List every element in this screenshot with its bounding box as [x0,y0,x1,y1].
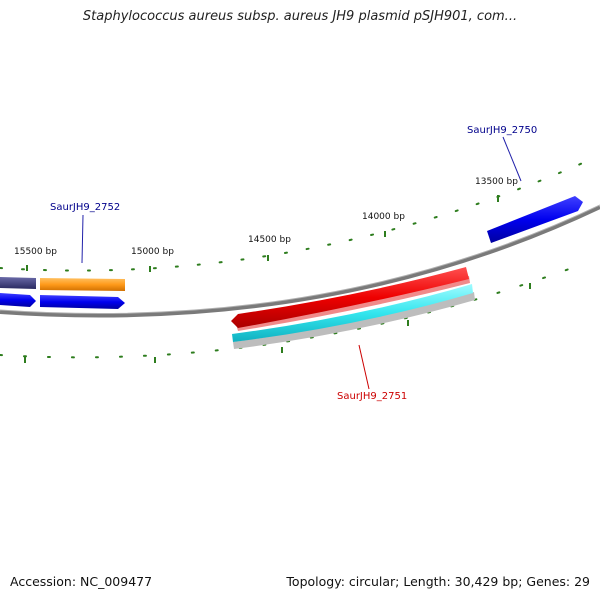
gene-cyan-band[interactable] [232,284,473,342]
scale-label-14000: 14000 bp [362,212,405,222]
gene-label-2750[interactable]: SaurJH9_2750 [467,125,537,136]
map-title: Staphylococcus aureus subsp. aureus JH9 … [82,9,518,24]
gene-orange-2752[interactable] [40,278,125,291]
scale-label-13500: 13500 bp [475,177,518,187]
plasmid-backbone [0,205,600,318]
major-ticks [24,195,531,363]
scale-label-15000: 15000 bp [131,247,174,257]
gene-blue-left[interactable] [0,293,36,307]
accession-text: Accession: NC_009477 [10,574,153,589]
leader-line-2751 [358,344,370,390]
leader-line-2750 [502,136,522,182]
topology-info-text: Topology: circular; Length: 30,429 bp; G… [286,574,590,589]
gene-navy-left[interactable] [0,277,36,289]
scale-label-15500: 15500 bp [14,247,57,257]
gene-gray-band [233,292,475,349]
gene-blue-2750[interactable] [487,196,583,243]
scale-label-14500: 14500 bp [248,235,291,245]
gene-label-2751[interactable]: SaurJH9_2751 [337,391,407,402]
leader-line-2752 [81,214,84,264]
gene-label-2752[interactable]: SaurJH9_2752 [50,202,120,213]
gene-blue-mid[interactable] [40,295,125,309]
gene-red-2751[interactable] [231,267,469,328]
